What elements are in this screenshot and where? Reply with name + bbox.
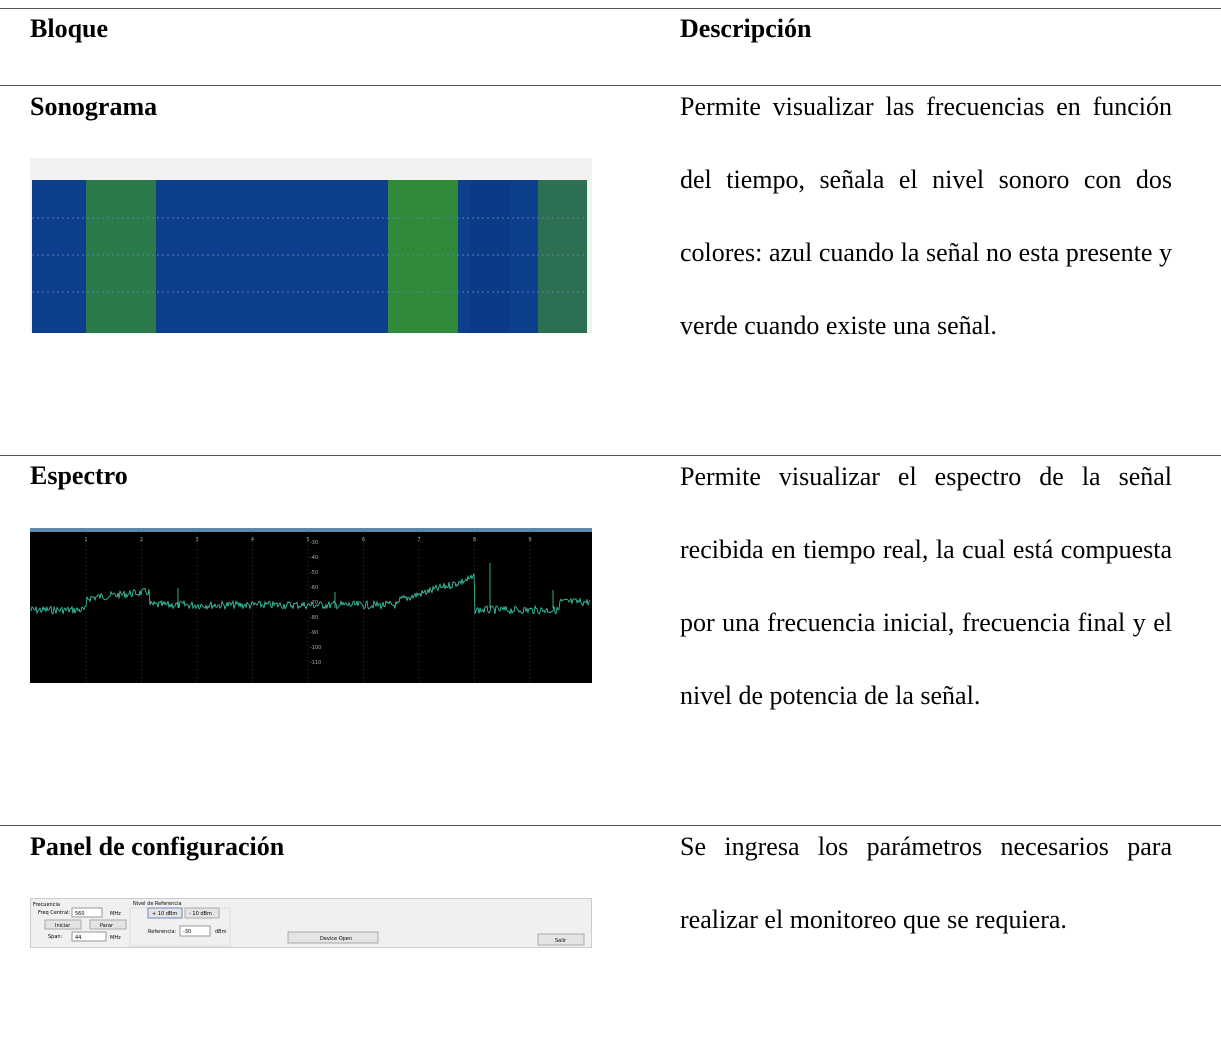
y-tick-label: -50	[310, 570, 318, 576]
x-tick-label: 3	[195, 537, 198, 543]
x-tick-label: 4	[251, 537, 254, 543]
x-tick-label: 6	[362, 537, 365, 543]
rule	[0, 8, 1221, 9]
button: Device Open	[320, 936, 352, 942]
sonogram-image	[30, 158, 592, 333]
label: MHz	[110, 935, 121, 941]
button: - 10 dBm	[189, 911, 212, 917]
header: Bloque	[30, 14, 108, 44]
button: Salir	[555, 938, 567, 944]
button: Parar	[100, 923, 114, 929]
x-tick-label: 7	[417, 537, 420, 543]
config-panel-image: Frecuencia Freq Central: 560 MHz Iniciar…	[30, 898, 592, 948]
y-tick-label: -60	[310, 585, 318, 591]
y-tick-label: -30	[310, 540, 318, 546]
label: Span:	[48, 934, 63, 940]
x-tick-label: 9	[528, 537, 531, 543]
value: -30	[183, 929, 191, 935]
header: Descripción	[680, 14, 811, 44]
x-tick-label: 8	[473, 537, 476, 543]
block-name: Panel de configuración	[30, 832, 284, 862]
label: Freq Central:	[38, 910, 71, 916]
block-name: Sonograma	[30, 92, 157, 122]
label: Frecuencia	[33, 902, 60, 908]
label: Referencia:	[148, 929, 177, 935]
x-tick-label: 1	[84, 537, 87, 543]
label: Nivel de Referencia	[133, 901, 182, 907]
x-tick-label: 2	[140, 537, 143, 543]
description: Se ingresa los parámetros necesarios par…	[680, 810, 1172, 956]
y-tick-label: -90	[310, 630, 318, 636]
y-tick-label: -40	[310, 555, 318, 561]
value: 560	[75, 911, 85, 917]
button: + 10 dBm	[152, 911, 177, 917]
y-tick-label: -110	[310, 660, 321, 666]
y-tick-label: -100	[310, 645, 321, 651]
label: MHz	[110, 911, 121, 917]
label: dBm	[215, 929, 227, 935]
value: 44	[75, 935, 81, 941]
y-tick-label: -80	[310, 615, 318, 621]
description: Permite visualizar el espectro de la señ…	[680, 440, 1172, 732]
page: Bloque Descripción Sonograma Permite vis…	[0, 0, 1221, 1043]
block-name: Espectro	[30, 461, 128, 491]
description: Permite visualizar las frecuencias en fu…	[680, 70, 1172, 362]
button: Iniciar	[55, 923, 71, 929]
